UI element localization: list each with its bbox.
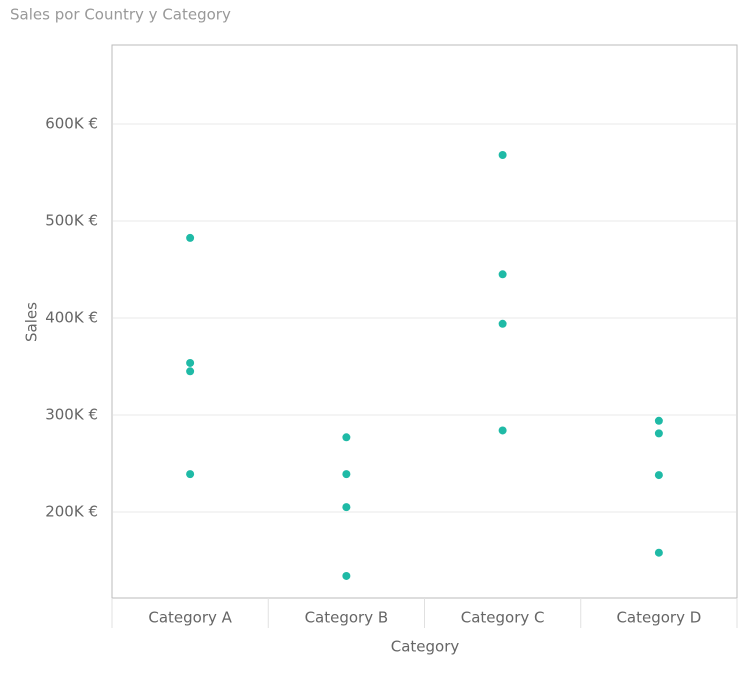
point	[342, 571, 351, 580]
y-tick-label: 400K €	[45, 308, 98, 326]
point	[654, 416, 663, 425]
x-axis-label: Category	[391, 638, 460, 656]
point	[654, 429, 663, 438]
x-tick-label: Category A	[148, 609, 232, 627]
point	[186, 358, 195, 367]
plot-frame	[111, 44, 738, 599]
point	[186, 367, 195, 376]
x-tick-label: Category C	[461, 609, 545, 627]
point	[498, 270, 507, 279]
point	[342, 470, 351, 479]
point	[498, 150, 507, 159]
y-tick-label: 500K €	[45, 211, 98, 229]
y-tick-label: 200K €	[45, 502, 98, 520]
y-axis-label: Sales	[23, 302, 41, 342]
x-tick-label: Category B	[305, 609, 389, 627]
point	[186, 470, 195, 479]
y-tick-label: 600K €	[45, 114, 98, 132]
point	[654, 548, 663, 557]
point	[498, 319, 507, 328]
x-tick-label: Category D	[616, 609, 701, 627]
point	[498, 426, 507, 435]
point	[342, 433, 351, 442]
chart-title: Sales por Country y Category	[10, 6, 231, 24]
point	[654, 471, 663, 480]
point	[342, 503, 351, 512]
y-tick-label: 300K €	[45, 405, 98, 423]
point	[186, 233, 195, 242]
